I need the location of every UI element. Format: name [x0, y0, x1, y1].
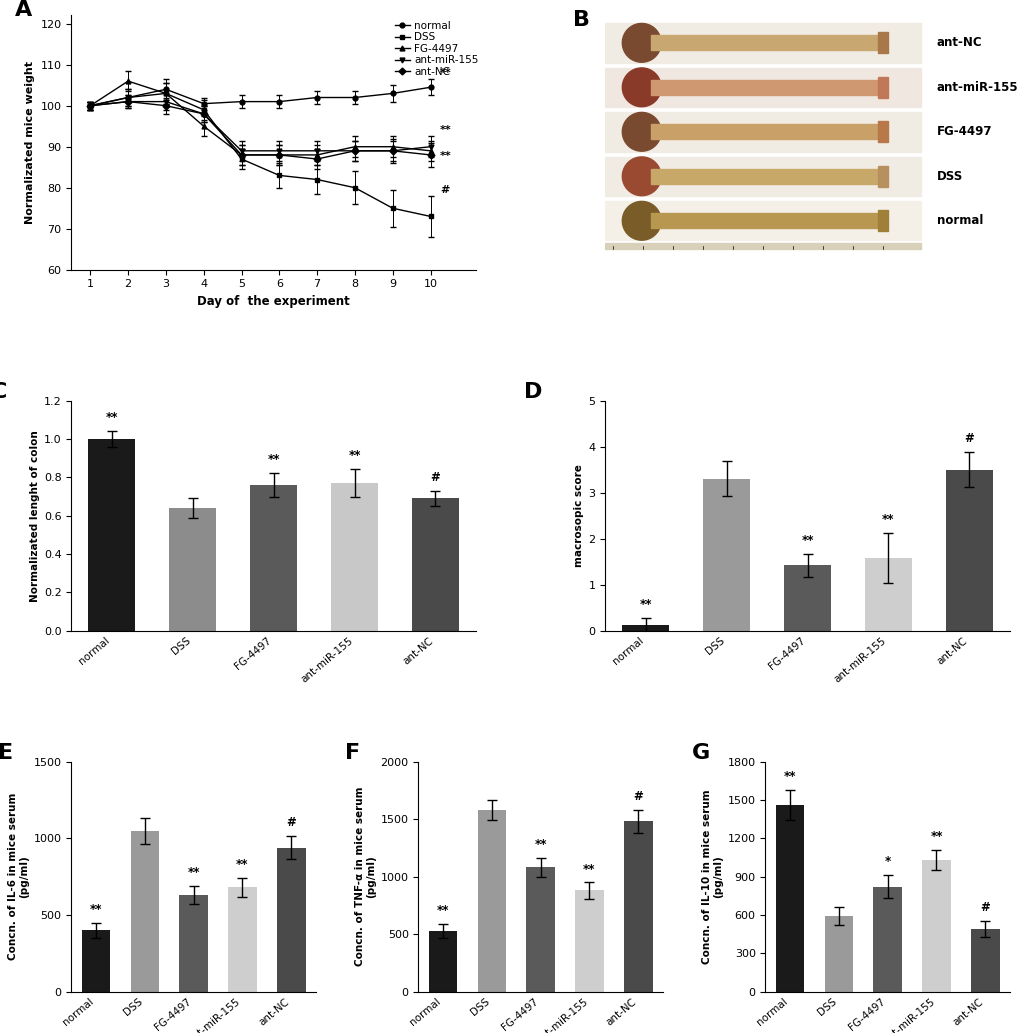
Bar [250, 486, 297, 631]
Text: C: C [0, 382, 7, 402]
Bar [651, 80, 886, 95]
Bar [477, 810, 505, 992]
Bar [877, 32, 888, 54]
Bar [277, 847, 306, 992]
Bar [89, 439, 136, 631]
Bar [651, 213, 886, 228]
Text: E: E [0, 744, 13, 763]
Polygon shape [622, 68, 660, 106]
Text: G: G [692, 744, 709, 763]
Bar [412, 499, 459, 631]
Text: ant-NC: ant-NC [936, 36, 981, 50]
Bar [970, 929, 999, 992]
Text: DSS: DSS [936, 169, 962, 183]
Text: **: ** [347, 448, 361, 462]
Text: A: A [14, 0, 32, 21]
Bar [651, 168, 886, 184]
Bar [877, 121, 888, 143]
Bar [82, 931, 110, 992]
Bar [428, 931, 457, 992]
Polygon shape [622, 24, 660, 62]
Bar [877, 76, 888, 98]
Y-axis label: Normalizated lenght of colon: Normalizated lenght of colon [30, 430, 40, 601]
Text: **: ** [236, 858, 249, 871]
Text: F: F [344, 744, 360, 763]
Y-axis label: Concn. of TNF-α in mice serum
(pg/ml): Concn. of TNF-α in mice serum (pg/ml) [355, 787, 376, 967]
Bar [877, 166, 888, 187]
Text: ant-miR-155: ant-miR-155 [936, 81, 1018, 94]
Y-axis label: Concn. of IL-10 in mice serum
(pg/ml): Concn. of IL-10 in mice serum (pg/ml) [701, 789, 722, 964]
Text: **: ** [439, 125, 451, 135]
Text: **: ** [881, 512, 894, 526]
Bar [604, 243, 920, 249]
Text: **: ** [187, 866, 200, 879]
Y-axis label: macrosopic score: macrosopic score [574, 464, 584, 567]
Y-axis label: Concn. of IL-6 in mice serum
(pg/ml): Concn. of IL-6 in mice serum (pg/ml) [8, 793, 30, 961]
Text: **: ** [106, 411, 118, 425]
Y-axis label: Normalizated mice weight: Normalizated mice weight [25, 61, 35, 224]
X-axis label: Day of  the experiment: Day of the experiment [197, 295, 350, 308]
Text: #: # [964, 432, 973, 445]
Text: #: # [286, 816, 296, 829]
Text: FG-4497: FG-4497 [936, 125, 991, 138]
Bar [179, 895, 208, 992]
Text: **: ** [439, 68, 451, 77]
Bar [604, 157, 920, 196]
Text: **: ** [801, 534, 813, 547]
Bar [604, 201, 920, 241]
Bar [921, 860, 950, 992]
Bar [624, 821, 652, 992]
Polygon shape [622, 157, 660, 195]
Bar [526, 868, 554, 992]
Text: **: ** [583, 863, 595, 876]
Bar [945, 470, 991, 631]
Bar [575, 890, 603, 992]
Bar [702, 479, 749, 631]
Bar [604, 23, 920, 63]
Text: **: ** [534, 839, 546, 851]
Text: **: ** [436, 904, 448, 917]
Bar [604, 67, 920, 107]
Legend: normal, DSS, FG-4497, ant-miR-155, ant-NC: normal, DSS, FG-4497, ant-miR-155, ant-N… [394, 21, 478, 76]
Text: **: ** [90, 903, 102, 916]
Polygon shape [622, 113, 660, 151]
Bar [774, 805, 803, 992]
Text: **: ** [783, 770, 796, 783]
Bar [651, 124, 886, 139]
Bar [651, 35, 886, 51]
Text: #: # [633, 790, 643, 803]
Bar [872, 887, 901, 992]
Text: D: D [524, 382, 542, 402]
Text: **: ** [639, 598, 651, 612]
Text: B: B [573, 10, 589, 30]
Text: *: * [883, 855, 890, 869]
Text: #: # [430, 471, 440, 483]
Text: **: ** [439, 151, 451, 161]
Text: **: ** [267, 452, 279, 466]
Bar [604, 113, 920, 152]
Polygon shape [622, 201, 660, 241]
Text: #: # [439, 185, 449, 194]
Bar [331, 483, 378, 631]
Text: **: ** [929, 829, 942, 843]
Bar [877, 211, 888, 231]
Bar [228, 887, 257, 992]
Bar [823, 916, 852, 992]
Bar [864, 558, 911, 631]
Bar [169, 508, 216, 631]
Bar [784, 565, 830, 631]
Text: #: # [979, 901, 989, 914]
Bar [622, 625, 668, 631]
Text: normal: normal [936, 214, 982, 227]
Bar [130, 831, 159, 992]
